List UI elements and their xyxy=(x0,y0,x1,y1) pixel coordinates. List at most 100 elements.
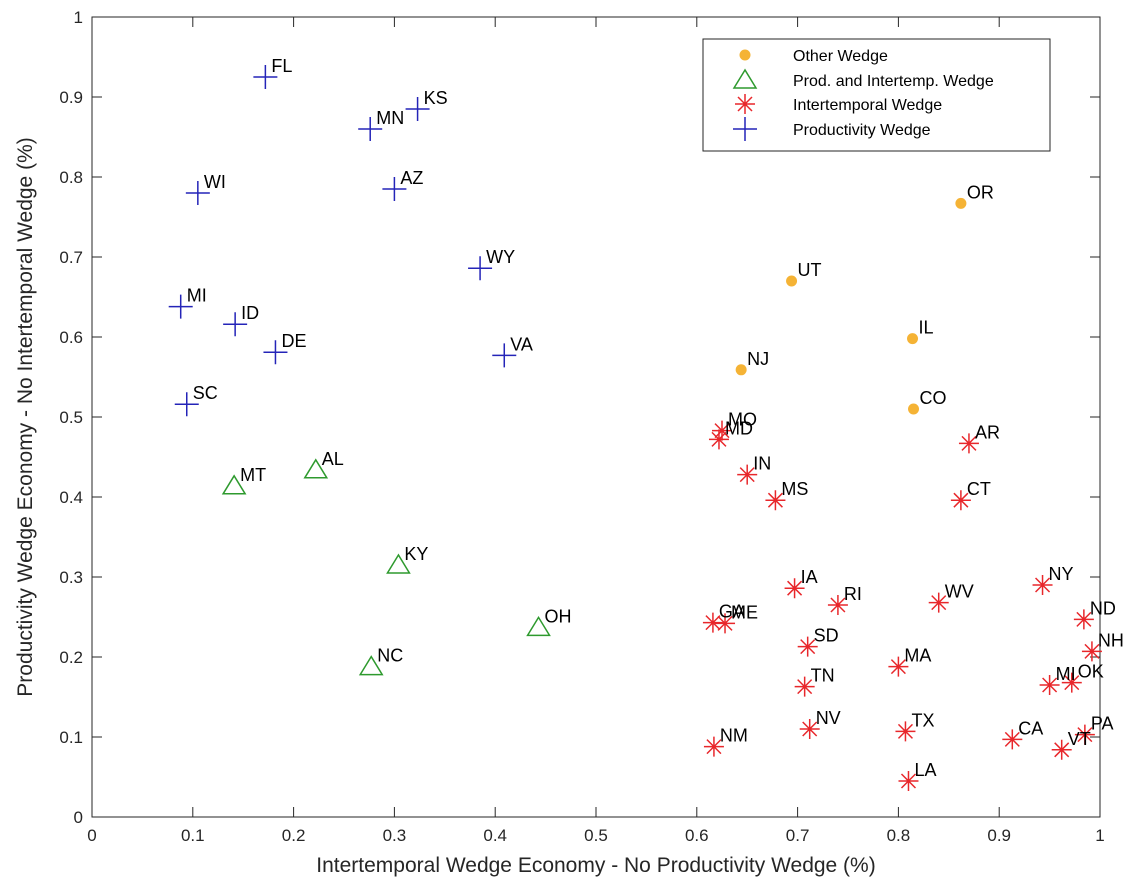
x-axis-title: Intertemporal Wedge Economy - No Product… xyxy=(316,854,875,877)
other-wedge-point xyxy=(907,333,919,345)
x-tick-label: 0.7 xyxy=(786,826,810,845)
data-points xyxy=(168,65,1102,791)
legend-marker-other-wedge xyxy=(739,49,751,61)
intertemporal-wedge-point xyxy=(895,721,916,742)
point-label-md: MD xyxy=(725,418,753,438)
point-label-oh: OH xyxy=(545,606,572,626)
intertemporal-wedge-point xyxy=(765,490,786,511)
point-label-ri: RI xyxy=(844,584,862,604)
point-label-ky: KY xyxy=(404,544,428,564)
legend: Other Wedge Prod. and Intertemp. Wedge I… xyxy=(702,38,1051,152)
productivity-wedge-point xyxy=(382,177,407,201)
point-label-mi: MI xyxy=(1056,664,1076,684)
intertemporal-wedge-point xyxy=(1051,739,1072,760)
point-label-vt: VT xyxy=(1068,729,1091,749)
x-tick-label: 0 xyxy=(87,826,96,845)
y-tick-label: 0.5 xyxy=(59,408,83,427)
x-tick-label: 0.4 xyxy=(483,826,507,845)
intertemporal-wedge-point xyxy=(712,420,732,441)
intertemporal-wedge-point xyxy=(1061,672,1082,693)
prod-intertemp-wedge-point xyxy=(526,615,551,637)
intertemporal-wedge-point xyxy=(1032,575,1053,595)
intertemporal-wedge-point xyxy=(1081,641,1102,662)
legend-marker-intertemporal-wedge xyxy=(735,94,755,114)
x-tick-label: 0.5 xyxy=(584,826,608,845)
intertemporal-wedge-point xyxy=(1074,724,1095,745)
point-label-nm: NM xyxy=(720,726,748,746)
legend-marker-productivity-wedge xyxy=(733,117,757,141)
intertemporal-wedge-point xyxy=(794,676,815,697)
point-label-ga: GA xyxy=(719,602,745,622)
productivity-wedge-point xyxy=(358,117,383,141)
point-label-la: LA xyxy=(914,760,936,780)
point-label-de: DE xyxy=(281,331,306,351)
intertemporal-wedge-point xyxy=(799,719,820,739)
other-wedge-point xyxy=(735,364,747,376)
point-label-ny: NY xyxy=(1049,564,1074,584)
y-tick-label: 0.3 xyxy=(59,568,83,587)
point-label-co: CO xyxy=(920,388,947,408)
other-wedge-point xyxy=(786,275,798,287)
productivity-wedge-point xyxy=(168,294,193,319)
intertemporal-wedge-point xyxy=(888,656,909,677)
y-tick-label: 0.7 xyxy=(59,248,83,267)
legend-label-other-wedge: Other Wedge xyxy=(793,48,888,65)
y-tick-label: 0.9 xyxy=(59,88,83,107)
legend-label-prod-intertemp-wedge: Prod. and Intertemp. Wedge xyxy=(793,73,994,90)
productivity-wedge-point xyxy=(492,343,517,368)
other-wedge-point xyxy=(908,403,920,415)
point-label-ar: AR xyxy=(975,422,1000,442)
y-tick-label: 0 xyxy=(74,808,83,827)
point-label-sd: SD xyxy=(814,626,839,646)
point-label-nv: NV xyxy=(816,708,841,728)
prod-intertemp-wedge-point xyxy=(358,655,384,676)
point-label-fl: FL xyxy=(271,56,292,76)
intertemporal-wedge-point xyxy=(737,464,758,485)
intertemporal-wedge-point xyxy=(784,578,805,599)
point-label-id: ID xyxy=(241,303,259,323)
point-label-me: ME xyxy=(731,602,758,622)
x-tick-label: 0.9 xyxy=(987,826,1011,845)
productivity-wedge-point xyxy=(185,181,210,205)
point-label-wi: WI xyxy=(204,172,226,192)
point-label-wv: WV xyxy=(945,582,974,602)
x-tick-label: 0.3 xyxy=(383,826,407,845)
prod-intertemp-wedge-point xyxy=(303,458,329,479)
x-tick-label: 0.8 xyxy=(887,826,911,845)
point-label-mn: MN xyxy=(376,108,404,128)
intertemporal-wedge-point xyxy=(827,595,848,615)
y-tick-label: 0.8 xyxy=(59,168,83,187)
point-label-tn: TN xyxy=(811,666,835,686)
intertemporal-wedge-point xyxy=(703,736,724,757)
point-label-ok: OK xyxy=(1078,662,1104,682)
point-label-ia: IA xyxy=(801,567,818,587)
productivity-wedge-point xyxy=(253,65,278,89)
tick-labels: 0 0.1 0.2 0.3 0.4 0.5 0.6 0.7 0.8 0.9 1 0 0.1 0.2 0.3 0… xyxy=(59,8,1104,845)
productivity-wedge-point xyxy=(405,97,430,121)
y-axis-title: Productivity Wedge Economy - No Intertem… xyxy=(14,137,37,696)
intertemporal-wedge-point xyxy=(898,771,919,791)
intertemporal-wedge-point xyxy=(1002,729,1023,750)
point-label-mt: MT xyxy=(240,465,266,485)
intertemporal-wedge-point xyxy=(958,433,979,454)
axis-ticks xyxy=(91,16,1101,818)
legend-label-productivity-wedge: Productivity Wedge xyxy=(793,122,931,139)
point-label-ms: MS xyxy=(781,479,808,499)
other-wedge-point xyxy=(955,197,967,209)
intertemporal-wedge-point xyxy=(702,612,723,633)
intertemporal-wedge-point xyxy=(715,613,736,634)
y-tick-label: 1 xyxy=(74,8,83,27)
intertemporal-wedge-point xyxy=(708,429,729,450)
point-label-in: IN xyxy=(753,454,771,474)
point-label-az: AZ xyxy=(400,168,423,188)
intertemporal-wedge-point xyxy=(797,636,818,657)
legend-marker-prod-intertemp-wedge xyxy=(732,68,758,89)
point-label-mi: MI xyxy=(187,286,207,306)
point-label-sc: SC xyxy=(193,383,218,403)
intertemporal-wedge-point xyxy=(1039,675,1060,695)
point-label-ma: MA xyxy=(904,646,931,666)
intertemporal-wedge-point xyxy=(928,592,949,613)
y-tick-label: 0.1 xyxy=(59,728,83,747)
point-label-nd: ND xyxy=(1090,598,1116,618)
